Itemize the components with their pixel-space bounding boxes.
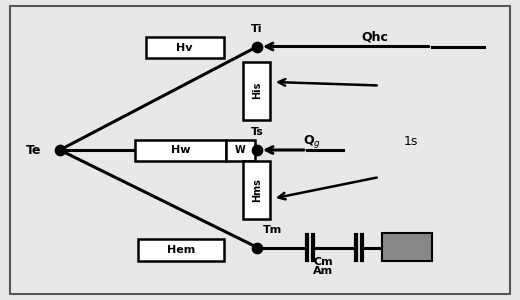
- Bar: [135, 140, 226, 161]
- Text: Hms: Hms: [252, 178, 262, 202]
- Bar: [138, 239, 224, 261]
- Text: Cm: Cm: [314, 256, 333, 267]
- Text: Tm: Tm: [263, 225, 282, 235]
- Text: Te: Te: [26, 143, 42, 157]
- Text: Ts: Ts: [251, 127, 263, 137]
- Point: [56, 148, 64, 152]
- Point: [253, 245, 262, 250]
- Point: [253, 148, 262, 152]
- Point: [253, 44, 262, 49]
- Text: W: W: [235, 145, 246, 155]
- Text: His: His: [252, 82, 262, 99]
- Bar: [146, 37, 224, 58]
- Text: Hem: Hem: [166, 245, 195, 255]
- Text: Q$_g$: Q$_g$: [303, 133, 321, 150]
- Bar: [382, 232, 432, 261]
- Text: Hw: Hw: [171, 145, 190, 155]
- Text: Ti: Ti: [251, 24, 263, 34]
- Text: Am: Am: [314, 266, 333, 277]
- Text: 1s: 1s: [404, 135, 418, 148]
- Bar: [243, 160, 270, 219]
- Text: Qhc: Qhc: [361, 31, 388, 44]
- Text: Hv: Hv: [176, 43, 193, 53]
- Bar: [243, 61, 270, 120]
- Bar: [226, 140, 255, 161]
